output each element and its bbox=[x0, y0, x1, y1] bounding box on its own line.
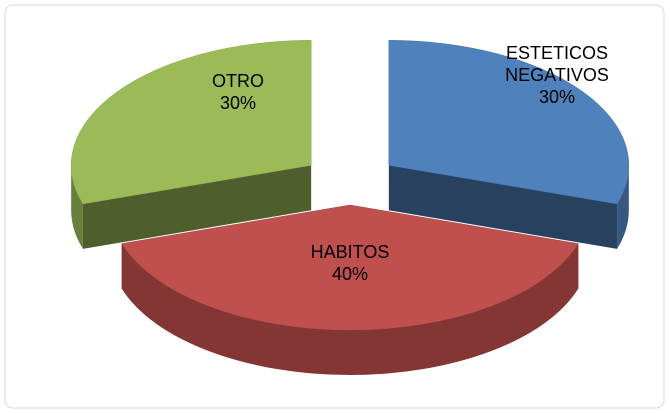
slice-edge-wall bbox=[82, 165, 312, 249]
data-label: ESTETICOS NEGATIVOS 30% bbox=[492, 42, 622, 108]
value-label: 30% bbox=[219, 93, 257, 113]
category-label: HABITOS bbox=[310, 242, 390, 262]
pie-slice bbox=[388, 40, 630, 205]
pie-slice bbox=[121, 204, 579, 331]
slice-outer-wall bbox=[121, 243, 579, 376]
slice-outer-wall bbox=[617, 165, 629, 249]
category-label: ESTETICOS NEGATIVOS bbox=[505, 43, 609, 85]
value-label: 40% bbox=[331, 264, 369, 284]
data-label: HABITOS 40% bbox=[285, 241, 415, 285]
category-label: OTRO bbox=[212, 71, 264, 91]
data-label: OTRO 30% bbox=[173, 70, 303, 114]
slice-outer-wall bbox=[71, 165, 83, 249]
value-label: 30% bbox=[538, 87, 576, 107]
pie-slice bbox=[70, 40, 312, 205]
slice-edge-wall bbox=[388, 165, 618, 249]
